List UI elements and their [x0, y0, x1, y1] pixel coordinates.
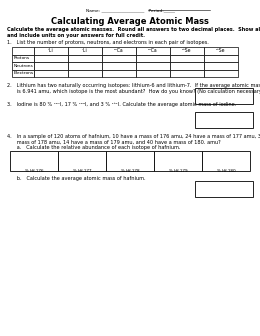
Bar	[12, 54, 34, 62]
Bar	[102, 54, 136, 62]
Text: Neutrons: Neutrons	[14, 64, 34, 68]
Bar	[68, 54, 102, 62]
Bar	[204, 54, 238, 62]
Text: mass of 178 amu, 14 have a mass of 179 amu, and 40 have a mass of 180. amu?: mass of 178 amu, 14 have a mass of 179 a…	[7, 139, 221, 144]
Bar	[136, 54, 170, 62]
Text: % Hf-176: % Hf-176	[25, 169, 43, 173]
Text: % Hf-180: % Hf-180	[217, 169, 235, 173]
Bar	[58, 151, 106, 171]
Bar	[10, 151, 58, 171]
Text: Calculate the average atomic masses.  Round all answers to two decimal places.  : Calculate the average atomic masses. Rou…	[7, 27, 260, 32]
Text: % Hf-179: % Hf-179	[169, 169, 187, 173]
Bar	[34, 70, 68, 77]
Text: ⁷Li: ⁷Li	[82, 48, 88, 53]
Bar	[68, 70, 102, 77]
Bar	[136, 62, 170, 70]
Bar	[34, 62, 68, 70]
Bar	[136, 47, 170, 54]
Bar	[195, 112, 253, 128]
Text: % Hf-178: % Hf-178	[121, 169, 139, 173]
Bar	[202, 151, 250, 171]
Bar	[102, 70, 136, 77]
Text: ⁶Li: ⁶Li	[48, 48, 54, 53]
Bar	[68, 62, 102, 70]
Text: Name: ___________________   Period:_____: Name: ___________________ Period:_____	[86, 8, 174, 12]
Text: Calculating Average Atomic Mass: Calculating Average Atomic Mass	[51, 17, 209, 26]
Bar	[12, 62, 34, 70]
Bar	[204, 47, 238, 54]
Bar	[68, 47, 102, 54]
Text: ²⁰Ca: ²⁰Ca	[114, 48, 124, 53]
Text: 2.   Lithium has two naturally occurring isotopes: lithium-6 and lithium-7.  If : 2. Lithium has two naturally occurring i…	[7, 83, 260, 88]
Text: Electrons: Electrons	[14, 71, 34, 75]
Bar	[204, 70, 238, 77]
Bar	[102, 62, 136, 70]
Text: 4.   In a sample of 120 atoms of hafnium, 10 have a mass of 176 amu, 24 have a m: 4. In a sample of 120 atoms of hafnium, …	[7, 134, 260, 139]
Bar	[12, 47, 34, 54]
Bar	[12, 70, 34, 77]
Bar	[204, 62, 238, 70]
Bar	[102, 47, 136, 54]
Bar	[170, 70, 204, 77]
Bar	[195, 88, 253, 104]
Bar	[195, 181, 253, 197]
Bar	[170, 62, 204, 70]
Text: 1.   List the number of protons, neutrons, and electrons in each pair of isotope: 1. List the number of protons, neutrons,…	[7, 40, 209, 45]
Text: % Hf-177: % Hf-177	[73, 169, 91, 173]
Text: ²⁸Se: ²⁸Se	[216, 48, 226, 53]
Bar	[106, 151, 154, 171]
Text: ²⁸Se: ²⁸Se	[182, 48, 192, 53]
Text: and include units on your answers for full credit.: and include units on your answers for fu…	[7, 33, 145, 38]
Text: ²⁰Ca: ²⁰Ca	[148, 48, 158, 53]
Text: a.   Calculate the relative abundance of each isotope of hafnium.: a. Calculate the relative abundance of e…	[7, 145, 180, 150]
Text: b.   Calculate the average atomic mass of hafnium.: b. Calculate the average atomic mass of …	[7, 176, 146, 181]
Bar	[170, 47, 204, 54]
Bar	[170, 54, 204, 62]
Bar	[34, 47, 68, 54]
Bar	[34, 54, 68, 62]
Bar	[154, 151, 202, 171]
Text: Protons: Protons	[14, 56, 30, 60]
Bar	[136, 70, 170, 77]
Text: is 6.941 amu, which isotope is the most abundant?  How do you know? (No calculat: is 6.941 amu, which isotope is the most …	[7, 88, 260, 93]
Text: 3.   Iodine is 80 % ¹²⁷I, 17 % ¹²⁹I, and 3 % ¹³¹I. Calculate the average atomic : 3. Iodine is 80 % ¹²⁷I, 17 % ¹²⁹I, and 3…	[7, 102, 236, 107]
